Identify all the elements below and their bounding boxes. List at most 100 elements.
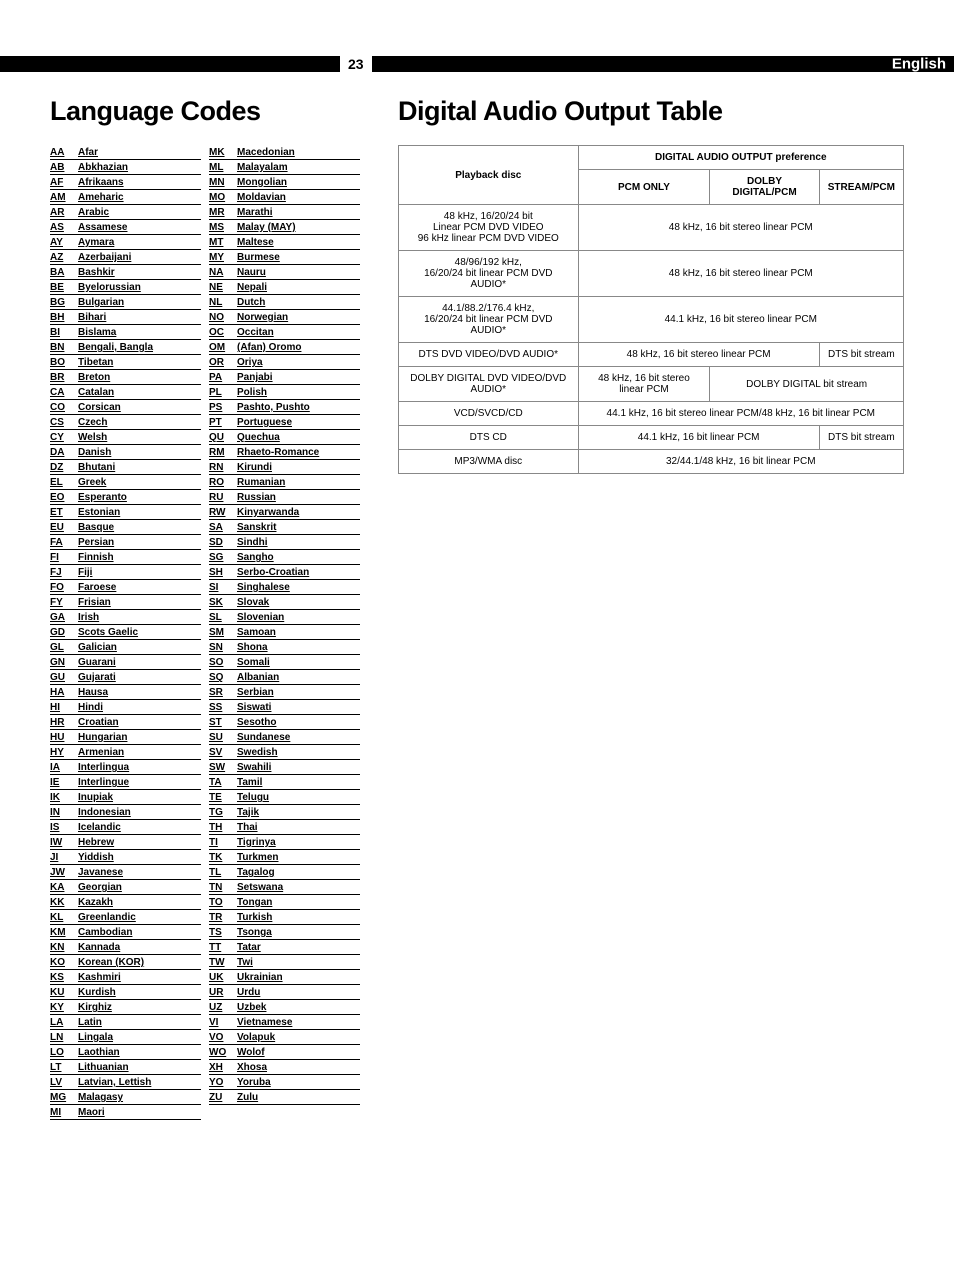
language-row: FAPersian [50, 535, 201, 550]
language-row: TRTurkish [209, 910, 360, 925]
language-name: Maori [78, 1107, 201, 1118]
language-row: MKMacedonian [209, 145, 360, 160]
language-code: AB [50, 162, 78, 173]
language-name: Irish [78, 612, 201, 623]
language-name: Laothian [78, 1047, 201, 1058]
language-code: SR [209, 687, 237, 698]
language-code: GU [50, 672, 78, 683]
language-code: CS [50, 417, 78, 428]
language-row: URUrdu [209, 985, 360, 1000]
language-name: Hungarian [78, 732, 201, 743]
language-code: TA [209, 777, 237, 788]
language-row: STSesotho [209, 715, 360, 730]
language-name: Telugu [237, 792, 360, 803]
language-code: CO [50, 402, 78, 413]
language-name: Interlingue [78, 777, 201, 788]
language-name: Polish [237, 387, 360, 398]
language-row: AAAfar [50, 145, 201, 160]
language-row: SWSwahili [209, 760, 360, 775]
language-code: IK [50, 792, 78, 803]
language-name: Burmese [237, 252, 360, 263]
language-name: Cambodian [78, 927, 201, 938]
table-row-label: VCD/SVCD/CD [399, 402, 579, 426]
language-row: TWTwi [209, 955, 360, 970]
language-code: SQ [209, 672, 237, 683]
language-code: UR [209, 987, 237, 998]
language-code: AR [50, 207, 78, 218]
language-row: PAPanjabi [209, 370, 360, 385]
language-name: Estonian [78, 507, 201, 518]
language-name: Dutch [237, 297, 360, 308]
language-row: SOSomali [209, 655, 360, 670]
language-label: English [892, 56, 946, 73]
language-row: MNMongolian [209, 175, 360, 190]
language-row: GNGuarani [50, 655, 201, 670]
language-row: OROriya [209, 355, 360, 370]
language-row: FJFiji [50, 565, 201, 580]
table-cell: DOLBY DIGITAL bit stream [710, 367, 904, 402]
language-row: TNSetswana [209, 880, 360, 895]
language-row: NONorwegian [209, 310, 360, 325]
language-code: PS [209, 402, 237, 413]
language-name: Kirghiz [78, 1002, 201, 1013]
language-name: Latvian, Lettish [78, 1077, 201, 1088]
language-name: Kannada [78, 942, 201, 953]
language-name: Indonesian [78, 807, 201, 818]
language-name: Bulgarian [78, 297, 201, 308]
language-row: TGTajik [209, 805, 360, 820]
language-name: Gujarati [78, 672, 201, 683]
language-name: Fiji [78, 567, 201, 578]
language-name: Serbo-Croatian [237, 567, 360, 578]
language-code: KL [50, 912, 78, 923]
language-row: BNBengali, Bangla [50, 340, 201, 355]
language-code: BE [50, 282, 78, 293]
language-code: MS [209, 222, 237, 233]
language-row: KAGeorgian [50, 880, 201, 895]
language-name: Korean (KOR) [78, 957, 201, 968]
language-name: Tongan [237, 897, 360, 908]
language-row: OM(Afan) Oromo [209, 340, 360, 355]
language-row: UZUzbek [209, 1000, 360, 1015]
language-row: BIBislama [50, 325, 201, 340]
language-code: GA [50, 612, 78, 623]
language-code: SH [209, 567, 237, 578]
language-name: Nauru [237, 267, 360, 278]
language-row: TSTsonga [209, 925, 360, 940]
language-code: ET [50, 507, 78, 518]
language-code: UZ [209, 1002, 237, 1013]
language-row: ABAbkhazian [50, 160, 201, 175]
language-code: VO [209, 1032, 237, 1043]
language-code: SV [209, 747, 237, 758]
language-name: Lithuanian [78, 1062, 201, 1073]
language-code: TO [209, 897, 237, 908]
language-name: Marathi [237, 207, 360, 218]
language-name: Uzbek [237, 1002, 360, 1013]
language-row: THThai [209, 820, 360, 835]
language-row: IKInupiak [50, 790, 201, 805]
language-name: Hindi [78, 702, 201, 713]
table-cell: DTS bit stream [819, 343, 903, 367]
language-code: MY [209, 252, 237, 263]
language-code: HY [50, 747, 78, 758]
language-code: SI [209, 582, 237, 593]
language-name: Urdu [237, 987, 360, 998]
language-name: Portuguese [237, 417, 360, 428]
language-code: RM [209, 447, 237, 458]
table-header-col: DOLBY DIGITAL/PCM [710, 170, 819, 205]
language-name: Greek [78, 477, 201, 488]
language-code: QU [209, 432, 237, 443]
language-name: Kazakh [78, 897, 201, 908]
table-cell: 44.1 kHz, 16 bit linear PCM [578, 426, 819, 450]
language-name: Tatar [237, 942, 360, 953]
language-row: ASAssamese [50, 220, 201, 235]
language-name: Croatian [78, 717, 201, 728]
language-code: TG [209, 807, 237, 818]
language-row: EOEsperanto [50, 490, 201, 505]
language-code: GN [50, 657, 78, 668]
language-code: GL [50, 642, 78, 653]
language-row: TITigrinya [209, 835, 360, 850]
language-name: (Afan) Oromo [237, 342, 360, 353]
language-code: NE [209, 282, 237, 293]
language-code: BA [50, 267, 78, 278]
language-code: WO [209, 1047, 237, 1058]
